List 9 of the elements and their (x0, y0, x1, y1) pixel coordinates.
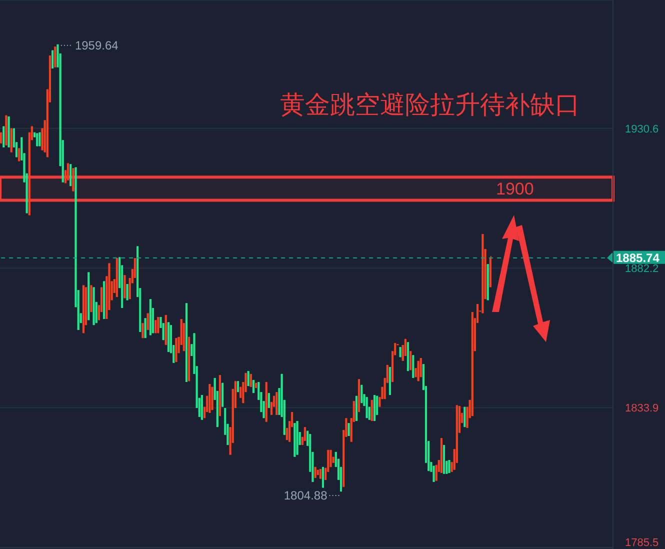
text: 黄金跳空避险拉升待补缺口 (280, 89, 580, 121)
y-tick-label: 1785.5 (625, 537, 659, 549)
y-tick-label: 1833.9 (625, 402, 659, 415)
ref-line-label: 1885.74 (616, 250, 660, 265)
annotation: 1804.88 (284, 488, 328, 503)
y-tick-label: 1882.2 (625, 263, 659, 276)
y-tick-label: 1930.6 (625, 123, 659, 136)
band-label: 1900 (496, 180, 534, 199)
annotation: 1959.64 (74, 38, 119, 52)
